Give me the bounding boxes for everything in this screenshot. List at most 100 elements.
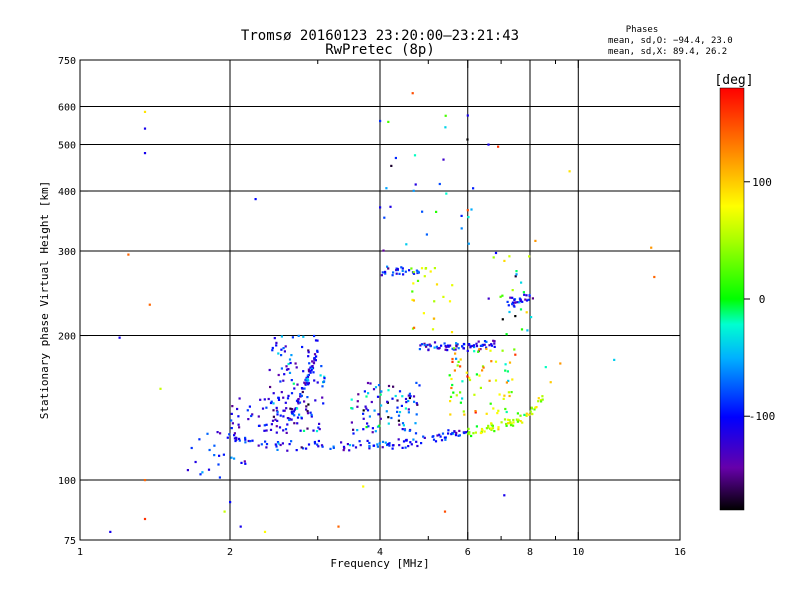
data-point — [286, 417, 289, 420]
data-point — [509, 424, 513, 427]
data-point — [506, 300, 509, 303]
data-point — [528, 294, 531, 297]
y-tick-label: 750 — [58, 56, 76, 67]
data-point — [408, 269, 411, 272]
data-point — [513, 298, 516, 301]
data-point — [218, 454, 221, 457]
data-point — [507, 391, 510, 394]
data-point — [415, 413, 418, 416]
data-point — [412, 271, 415, 274]
data-point — [263, 398, 266, 401]
data-point — [274, 418, 277, 421]
data-point — [312, 361, 315, 364]
data-point — [494, 379, 498, 382]
data-point — [247, 418, 250, 421]
data-point — [444, 126, 447, 129]
data-point — [422, 435, 425, 438]
data-point — [650, 246, 653, 249]
data-point — [201, 471, 204, 474]
data-point — [460, 227, 463, 230]
data-point — [510, 422, 513, 425]
data-point — [492, 407, 495, 410]
data-point — [267, 397, 270, 401]
data-point — [376, 445, 379, 448]
data-point — [411, 290, 414, 293]
data-point — [313, 358, 316, 361]
data-point — [429, 270, 432, 273]
data-point — [277, 442, 280, 445]
data-point — [473, 345, 476, 349]
data-point — [265, 423, 268, 426]
data-point — [376, 443, 379, 446]
data-point — [362, 412, 365, 415]
data-point — [323, 377, 326, 380]
data-point — [401, 395, 404, 398]
data-point — [302, 370, 305, 373]
data-point — [371, 431, 374, 434]
data-point — [321, 396, 324, 399]
data-point — [287, 362, 290, 366]
data-point — [305, 447, 308, 450]
data-point — [445, 346, 448, 349]
data-point — [290, 392, 294, 395]
data-point — [402, 440, 406, 443]
data-point — [290, 412, 294, 415]
data-point — [511, 289, 514, 292]
data-point — [475, 345, 479, 348]
data-point — [343, 447, 346, 450]
data-point — [358, 440, 361, 443]
data-point — [207, 468, 211, 471]
data-point — [527, 298, 530, 301]
data-point — [240, 461, 243, 464]
data-point — [263, 424, 266, 427]
data-point — [356, 400, 359, 403]
data-point — [468, 378, 472, 382]
data-point — [249, 440, 252, 443]
data-point — [143, 152, 147, 155]
data-point — [373, 409, 376, 412]
data-point — [381, 440, 385, 443]
data-point — [525, 299, 529, 302]
data-point — [455, 344, 458, 347]
data-point — [541, 395, 544, 398]
data-point — [493, 342, 496, 345]
data-point — [448, 374, 451, 377]
data-point — [320, 444, 324, 447]
data-point — [505, 422, 508, 426]
data-point — [230, 427, 233, 430]
data-point — [277, 373, 280, 377]
data-point — [231, 422, 234, 425]
data-point — [470, 434, 473, 438]
data-point — [505, 424, 508, 427]
data-point — [537, 397, 540, 400]
data-point — [290, 408, 294, 411]
data-point — [524, 298, 527, 301]
data-point — [299, 393, 302, 396]
data-point — [387, 384, 391, 388]
data-point — [390, 416, 393, 420]
data-point — [453, 369, 456, 372]
data-point — [412, 282, 415, 285]
data-point — [460, 214, 463, 217]
data-point — [458, 429, 461, 432]
data-point — [300, 446, 303, 449]
data-point — [307, 443, 311, 446]
data-point — [410, 267, 413, 270]
data-point — [223, 510, 226, 513]
data-point — [489, 402, 492, 405]
data-point — [397, 414, 401, 417]
data-point — [513, 301, 517, 304]
data-point — [451, 383, 454, 387]
data-points — [109, 92, 656, 533]
data-point — [396, 399, 399, 402]
data-point — [276, 413, 279, 416]
data-point — [501, 318, 504, 321]
data-point — [467, 432, 470, 435]
y-tick-label: 200 — [58, 332, 76, 343]
data-point — [451, 284, 454, 287]
data-point — [494, 251, 498, 255]
data-point — [504, 369, 507, 372]
data-point — [244, 436, 247, 439]
data-point — [390, 164, 393, 167]
